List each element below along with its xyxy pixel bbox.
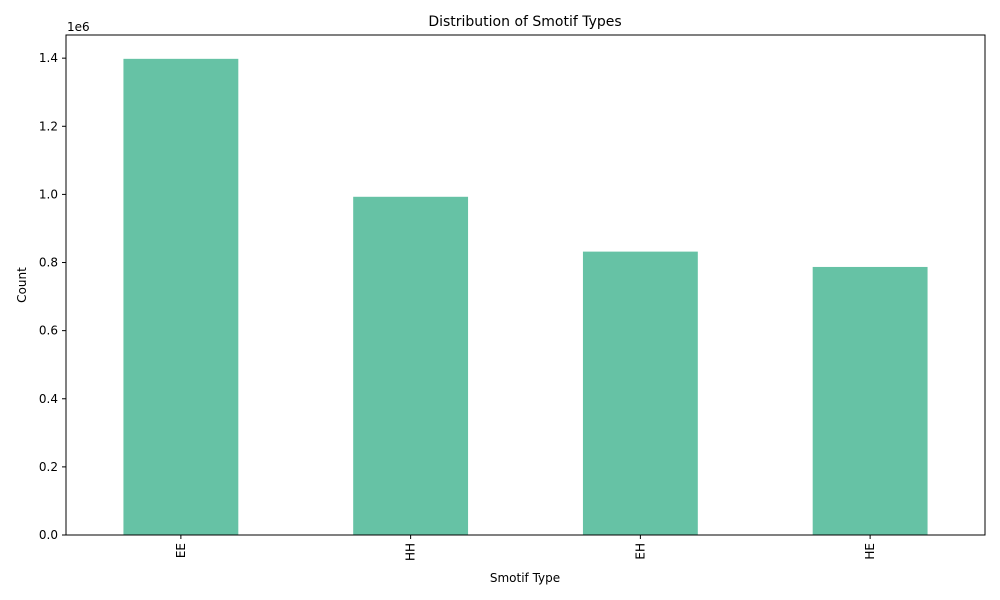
y-tick-label: 0.0 (39, 528, 58, 542)
y-offset-label: 1e6 (67, 20, 90, 34)
bars-layer (123, 58, 928, 536)
y-axis-label: Count (15, 267, 29, 303)
y-tick-label: 0.6 (39, 324, 58, 338)
bar-he (812, 266, 928, 535)
plot-frame (65, 34, 986, 536)
x-axis: EE HH EH HE (174, 535, 877, 561)
x-tick-label: EH (633, 543, 647, 560)
y-tick-label: 1.4 (39, 51, 58, 65)
y-tick-label: 0.8 (39, 256, 58, 270)
y-axis: 0.0 0.2 0.4 0.6 0.8 1.0 1.2 1.4 (39, 51, 66, 542)
y-tick-label: 0.2 (39, 460, 58, 474)
y-tick-label: 1.0 (39, 187, 58, 201)
y-tick-label: 1.2 (39, 119, 58, 133)
x-tick-label: HH (404, 543, 418, 561)
x-tick-label: HE (863, 543, 877, 560)
y-tick-label: 0.4 (39, 392, 58, 406)
x-tick-label: EE (174, 543, 188, 558)
x-axis-label: Smotif Type (490, 571, 560, 585)
bar-hh (353, 196, 469, 536)
bar-eh (582, 251, 698, 535)
chart-title: Distribution of Smotif Types (428, 14, 621, 30)
bar-ee (123, 58, 239, 536)
